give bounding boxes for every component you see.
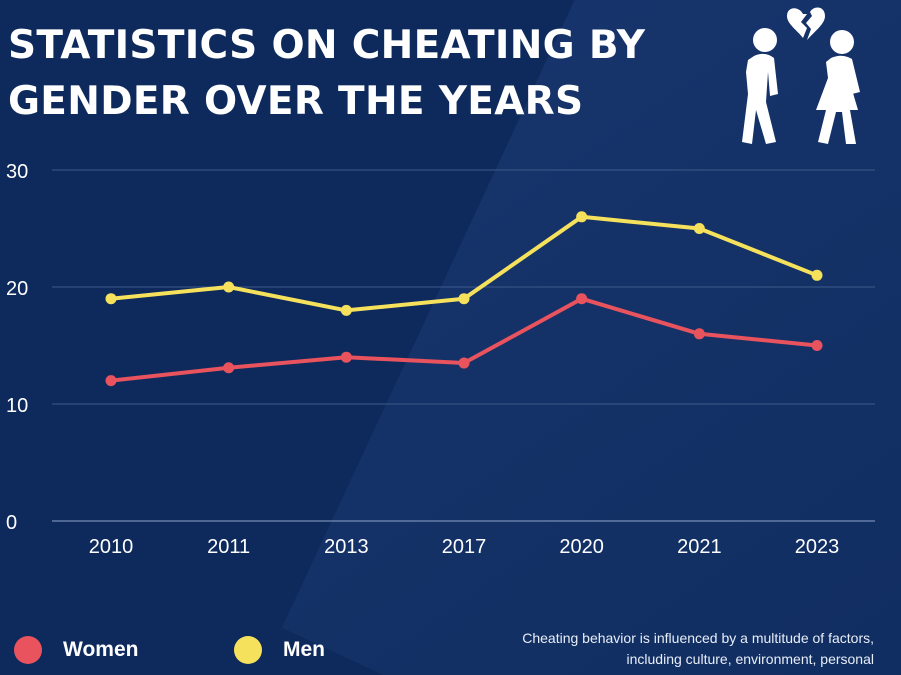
couple-broken-heart-icon [738,2,868,150]
x-tick-label: 2021 [677,536,722,558]
data-point-men [576,211,588,223]
woman-figure-icon [816,30,860,144]
x-tick-label: 2023 [795,536,840,558]
y-tick-label: 10 [6,395,28,417]
data-point-men [105,293,117,305]
legend-men-label: Men [283,638,325,661]
man-figure-icon [742,28,778,144]
x-tick-label: 2017 [442,536,487,558]
data-point-men [458,293,470,305]
line-chart: 0 10 20 30 2010 2011 2013 2017 2020 2021 2023 [6,161,875,558]
y-tick-label: 30 [6,161,28,183]
x-tick-label: 2013 [324,536,369,558]
data-point-women [576,293,588,305]
footnote-text: Cheating behavior is influenced by a mul… [522,630,874,667]
legend-men-marker [234,636,262,664]
broken-heart-icon [787,7,825,40]
data-point-men [340,304,352,316]
data-point-men [811,269,823,281]
data-point-women [458,357,470,369]
x-tick-label: 2011 [207,536,250,558]
chart-title: STATISTICS ON CHEATING BY GENDER OVER TH… [8,23,646,124]
x-tick-label: 2010 [89,536,134,558]
legend-women: Women [14,636,138,664]
data-point-women [105,375,117,387]
legend-women-marker [14,636,42,664]
data-point-women [340,351,352,363]
legend-men: Men [234,636,325,664]
data-point-men [693,223,705,234]
y-tick-label: 0 [6,512,17,534]
data-point-women [693,328,705,340]
data-point-women [223,362,235,374]
x-tick-label: 2020 [559,536,604,558]
data-point-men [223,281,235,293]
legend-women-label: Women [63,638,139,661]
y-tick-label: 20 [6,278,28,300]
data-point-women [811,340,823,351]
